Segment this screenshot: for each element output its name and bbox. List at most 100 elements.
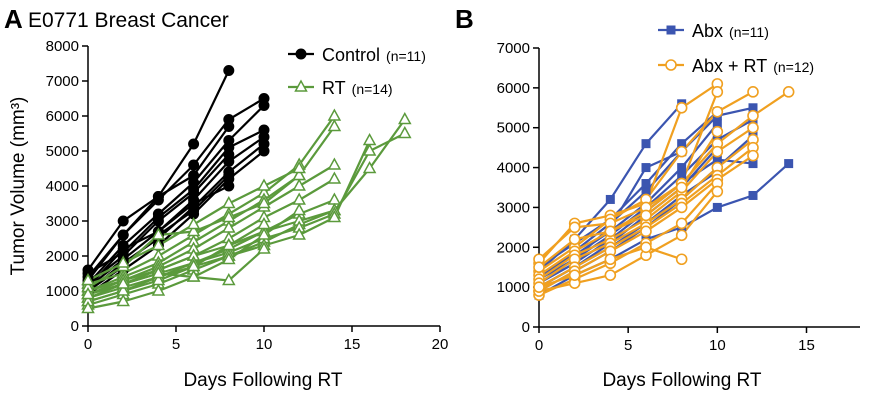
panel-a-data-point: [257, 178, 271, 191]
panel-a-data-point: [327, 118, 342, 132]
panel-b-data-point: [533, 261, 545, 274]
panel-a-data-point: [327, 171, 342, 184]
panel-a-legend-label: RT: [322, 78, 346, 98]
panel-b-data-point: [675, 229, 688, 242]
panel-a-y-tick-label: 2000: [46, 248, 79, 265]
panel-a-data-point: [327, 108, 342, 121]
panel-a-data-point: [257, 227, 271, 240]
panel-a-data-point: [151, 265, 166, 279]
panel-b-data-point: [641, 139, 651, 149]
panel-b-data-point: [747, 121, 759, 134]
panel-b-data-point: [711, 86, 724, 98]
panel-b-y-tick-label: 5000: [497, 120, 530, 137]
panel-a-data-point: [292, 202, 306, 216]
panel-b-data-point: [640, 241, 652, 254]
panel-a-data-point: [188, 198, 200, 209]
panel-a-x-tick-label: 15: [344, 336, 361, 353]
panel-b-y-tick-label: 3000: [497, 199, 530, 216]
panel-a-data-point: [398, 125, 412, 139]
panel-a-y-tick-label: 3000: [46, 213, 79, 230]
panel-b-data-point: [747, 109, 759, 122]
panel-b-data-point: [675, 145, 688, 158]
panel-a-data-point: [117, 215, 129, 227]
panel-a-series-line-2: [87, 104, 265, 285]
panel-a-data-point: [223, 149, 235, 160]
panel-a-y-tick-label: 7000: [46, 73, 79, 90]
panel-a-data-point: [223, 170, 235, 181]
panel-b-x-tick-label: 0: [535, 337, 543, 354]
panel-a-data-point: [117, 243, 129, 255]
panel-a-y-tick-label: 0: [71, 318, 79, 335]
panel-a-data-point: [257, 241, 271, 254]
panel-a-data-point: [223, 65, 235, 76]
panel-a-data-point: [292, 167, 306, 181]
panel-a-y-tick-label: 5000: [46, 143, 79, 160]
panel-b-y-tick-label: 7000: [497, 40, 530, 57]
panel-b-legend-marker: [665, 59, 677, 71]
panel-b-legend-n: (n=12): [773, 59, 814, 75]
panel-b-data-point: [677, 163, 687, 173]
panel-a-data-point: [292, 192, 306, 205]
panel-a-data-point: [327, 192, 342, 205]
panel-a-y-tick-label: 1000: [46, 283, 79, 300]
panel-b-series-line-21: [538, 190, 719, 293]
panel-b-data-point: [675, 201, 688, 214]
panel-b-letter: B: [455, 4, 474, 34]
panel-b-legend-marker: [666, 25, 676, 35]
panel-a-x-tick-label: 20: [432, 336, 449, 353]
panel-a-data-point: [257, 195, 271, 209]
panel-a-data-point: [292, 178, 306, 191]
panel-b-data-point: [747, 86, 759, 98]
panel-a-series-line-16: [87, 209, 335, 307]
panel-a-data-point: [188, 170, 200, 181]
panel-b-data-point: [640, 225, 652, 238]
panel-b-data-point: [675, 101, 688, 114]
panel-a-legend-marker: [295, 48, 307, 60]
panel-b-data-point: [711, 185, 724, 198]
panel-b-data-point: [568, 221, 581, 234]
panel-b-data-point: [568, 269, 581, 281]
panel-a-x-tick-label: 5: [172, 336, 180, 353]
panel-a-data-point: [222, 237, 236, 251]
panel-b-data-point: [782, 86, 795, 98]
panel-a-data-point: [152, 215, 164, 227]
panel-b-data-point: [711, 145, 724, 158]
panel-a-data-point: [186, 269, 201, 282]
panel-b-y-tick-label: 2000: [497, 239, 530, 256]
panel-a-data-point: [151, 283, 166, 296]
panel-a-data-point: [116, 276, 130, 289]
panel-b-data-point: [604, 225, 617, 238]
panel-a-data-point: [116, 255, 130, 268]
panel-a-data-point: [81, 272, 95, 286]
panel-b-x-tick-label: 5: [624, 337, 632, 354]
panel-b-data-point: [712, 202, 722, 212]
panel-a-data-point: [222, 251, 236, 265]
panel-a-data-point: [327, 157, 342, 170]
panel-b-data-point: [747, 149, 759, 162]
panel-a-y-tick-label: 8000: [46, 38, 79, 55]
panel-b-data-point: [675, 181, 688, 194]
panel-b-x-tick-label: 15: [798, 337, 815, 354]
panel-a-data-point: [186, 216, 201, 230]
panel-a-data-point: [117, 229, 129, 241]
panel-b-x-axis-label: Days Following RT: [602, 370, 761, 391]
panel-a-data-point: [222, 209, 236, 223]
panel-a-x-tick-label: 10: [256, 336, 273, 353]
panel-b-data-point: [640, 209, 652, 222]
panel-a-data-point: [188, 187, 200, 199]
panel-a-data-point: [222, 195, 236, 209]
panel-a-series-line-6: [87, 150, 265, 296]
panel-b-legend-label: Abx: [692, 21, 723, 41]
panel-a-data-point: [81, 286, 95, 300]
panel-a-data-point: [152, 191, 164, 202]
panel-a-data-point: [292, 227, 306, 240]
panel-b-data-point: [533, 281, 545, 293]
panel-a-data-point: [222, 272, 236, 286]
panel-a-legend-marker: [294, 79, 308, 92]
panel-a-data-point: [292, 160, 306, 174]
panel-b-series-line-18: [538, 91, 719, 261]
panel-a-series-line-4: [87, 136, 265, 289]
panel-a-chart: Tumor Volume (mm³) Days Following RT 0 5 1…: [8, 38, 448, 391]
figure-title: E0771 Breast Cancer: [28, 9, 229, 32]
